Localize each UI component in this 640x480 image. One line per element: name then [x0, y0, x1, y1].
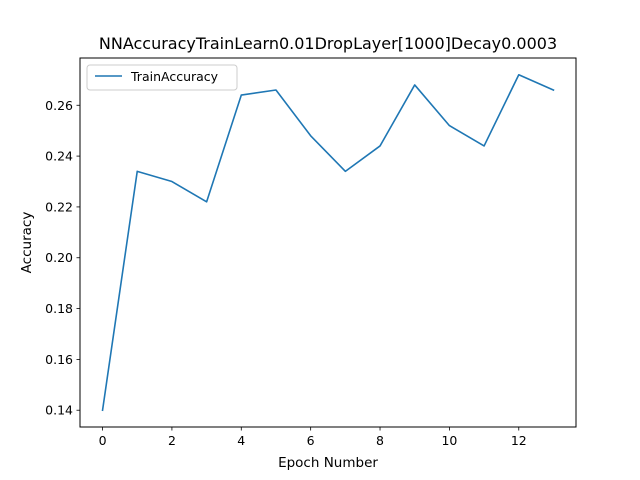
data-point [310, 135, 312, 137]
y-tick-label: 0.16 [45, 352, 73, 367]
y-tick-label: 0.24 [45, 149, 73, 164]
chart-title: NNAccuracyTrainLearn0.01DropLayer[1000]D… [99, 34, 557, 53]
x-axis-label: Epoch Number [278, 455, 378, 471]
y-axis-label: Accuracy [19, 212, 35, 274]
axis-ticks: 0 2 4 6 8 10 12 0.14 0.16 0.18 0.20 0.22 0.24 0.26 [45, 98, 527, 448]
series-line-train-accuracy [101, 73, 555, 412]
y-tick-label: 0.14 [45, 403, 73, 418]
data-point [171, 181, 173, 183]
x-tick-label: 10 [441, 433, 457, 448]
plot-frame [79, 57, 577, 428]
y-tick-label: 0.26 [45, 98, 73, 113]
data-point [275, 89, 277, 91]
legend-box [86, 64, 238, 91]
data-point [206, 201, 208, 203]
legend: TrainAccuracy [86, 64, 238, 91]
data-point [379, 145, 381, 147]
data-point [518, 74, 520, 76]
y-tick-label: 0.18 [45, 301, 73, 316]
x-tick-label: 6 [307, 433, 315, 448]
x-tick-label: 0 [99, 433, 107, 448]
data-point [448, 125, 450, 127]
series-layer [101, 73, 555, 412]
x-tick-label: 12 [511, 433, 527, 448]
x-tick-label: 4 [237, 433, 245, 448]
y-tick-label: 0.22 [45, 199, 73, 214]
data-point [553, 89, 555, 91]
data-point [102, 409, 104, 411]
data-point [240, 94, 242, 96]
y-tick-label: 0.20 [45, 250, 73, 265]
x-tick-label: 2 [168, 433, 176, 448]
x-tick-label: 8 [376, 433, 384, 448]
data-point [414, 84, 416, 86]
legend-label: TrainAccuracy [130, 69, 219, 84]
data-point [344, 170, 346, 172]
data-point [136, 170, 138, 172]
data-point [483, 145, 485, 147]
